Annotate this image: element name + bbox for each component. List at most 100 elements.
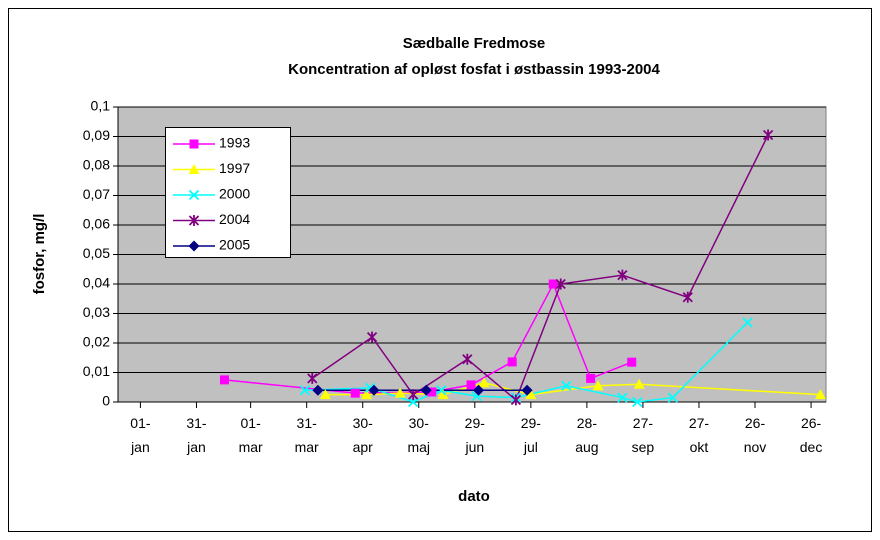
marker bbox=[742, 317, 753, 328]
marker bbox=[420, 384, 432, 396]
marker-shape bbox=[548, 279, 558, 289]
marker-shape bbox=[427, 387, 437, 397]
marker bbox=[510, 394, 522, 406]
marker-shape bbox=[408, 396, 419, 408]
x-tick-label: 26-dec bbox=[800, 415, 823, 455]
marker-shape bbox=[394, 387, 406, 398]
marker-shape bbox=[312, 384, 324, 396]
marker-shape bbox=[667, 392, 678, 403]
marker bbox=[627, 357, 637, 367]
y-axis-label: fosfor, mg/l bbox=[31, 214, 48, 295]
marker bbox=[299, 385, 310, 396]
y-tick-label: 0,04 bbox=[83, 275, 110, 291]
y-tick-label: 0 bbox=[102, 393, 110, 409]
x-tick-label: 30-maj bbox=[407, 415, 430, 455]
marker bbox=[633, 378, 645, 389]
marker-shape bbox=[617, 269, 628, 281]
marker-shape bbox=[219, 375, 229, 385]
legend-label: 2005 bbox=[219, 237, 250, 253]
y-tick-label: 0,1 bbox=[91, 98, 111, 114]
marker bbox=[350, 388, 360, 398]
x-tick-label: 31-mar bbox=[295, 415, 319, 455]
marker-shape bbox=[466, 380, 476, 390]
marker-shape bbox=[510, 394, 522, 406]
y-tick-label: 0,08 bbox=[83, 157, 110, 173]
marker bbox=[436, 385, 447, 396]
marker bbox=[762, 129, 774, 141]
marker bbox=[521, 384, 533, 396]
marker-shape bbox=[408, 389, 419, 401]
chart-subtitle: Koncentration af opløst fosfat i østbass… bbox=[288, 61, 660, 78]
marker-shape bbox=[473, 384, 485, 396]
marker bbox=[586, 373, 596, 383]
marker-shape bbox=[299, 385, 310, 396]
marker-shape bbox=[188, 240, 200, 252]
marker-shape bbox=[436, 385, 447, 396]
marker bbox=[617, 392, 628, 403]
marker-shape bbox=[525, 389, 537, 400]
marker-shape bbox=[521, 384, 533, 396]
marker-shape bbox=[632, 396, 643, 408]
y-tick-label: 0,01 bbox=[83, 363, 110, 379]
marker bbox=[561, 380, 572, 391]
marker bbox=[319, 389, 331, 400]
x-tick-label: 30-apr bbox=[353, 415, 374, 455]
x-tick-label: 27-sep bbox=[632, 415, 655, 455]
marker-shape bbox=[189, 139, 199, 149]
marker bbox=[188, 164, 200, 174]
marker-shape bbox=[627, 357, 637, 367]
marker bbox=[437, 389, 449, 400]
marker-shape bbox=[682, 291, 693, 303]
y-tick-label: 0,07 bbox=[83, 186, 110, 202]
legend-label: 1993 bbox=[219, 135, 250, 151]
marker bbox=[682, 291, 693, 303]
marker bbox=[617, 269, 628, 281]
y-tick-label: 0,05 bbox=[83, 245, 110, 261]
marker-shape bbox=[420, 384, 432, 396]
marker bbox=[408, 389, 419, 401]
x-tick-label: 29-jun bbox=[464, 415, 485, 455]
marker bbox=[368, 384, 380, 396]
marker bbox=[188, 215, 200, 226]
x-tick-label: 01-jan bbox=[130, 415, 151, 455]
marker-shape bbox=[617, 392, 628, 403]
marker-shape bbox=[586, 373, 596, 383]
marker-shape bbox=[188, 189, 200, 201]
marker-shape bbox=[742, 317, 753, 328]
marker bbox=[360, 389, 372, 400]
marker-shape bbox=[307, 372, 318, 384]
marker bbox=[548, 279, 558, 289]
marker bbox=[525, 389, 537, 400]
marker bbox=[473, 384, 485, 396]
marker bbox=[188, 240, 200, 252]
marker-shape bbox=[507, 357, 517, 367]
marker-shape bbox=[437, 389, 449, 400]
marker-shape bbox=[368, 384, 380, 396]
marker bbox=[219, 375, 229, 385]
y-tick-label: 0,09 bbox=[83, 127, 110, 143]
marker bbox=[462, 353, 473, 365]
legend-label: 2000 bbox=[219, 186, 250, 202]
marker-shape bbox=[633, 378, 645, 389]
marker-shape bbox=[366, 331, 378, 343]
marker bbox=[632, 396, 643, 408]
marker-shape bbox=[188, 164, 200, 174]
x-tick-label: 31-jan bbox=[186, 415, 207, 455]
marker bbox=[307, 372, 318, 384]
x-axis-label: dato bbox=[458, 488, 490, 505]
marker bbox=[507, 357, 517, 367]
x-tick-label: 27-okt bbox=[689, 415, 710, 455]
marker bbox=[427, 387, 437, 397]
marker bbox=[312, 384, 324, 396]
marker-shape bbox=[350, 388, 360, 398]
marker-shape bbox=[555, 278, 566, 290]
x-tick-label: 01-mar bbox=[239, 415, 263, 455]
marker bbox=[189, 139, 199, 149]
marker-shape bbox=[188, 215, 200, 226]
y-tick-label: 0,03 bbox=[83, 304, 110, 320]
legend-label: 1997 bbox=[219, 160, 250, 176]
marker-shape bbox=[478, 377, 490, 388]
marker-shape bbox=[319, 389, 331, 400]
marker bbox=[466, 380, 476, 390]
